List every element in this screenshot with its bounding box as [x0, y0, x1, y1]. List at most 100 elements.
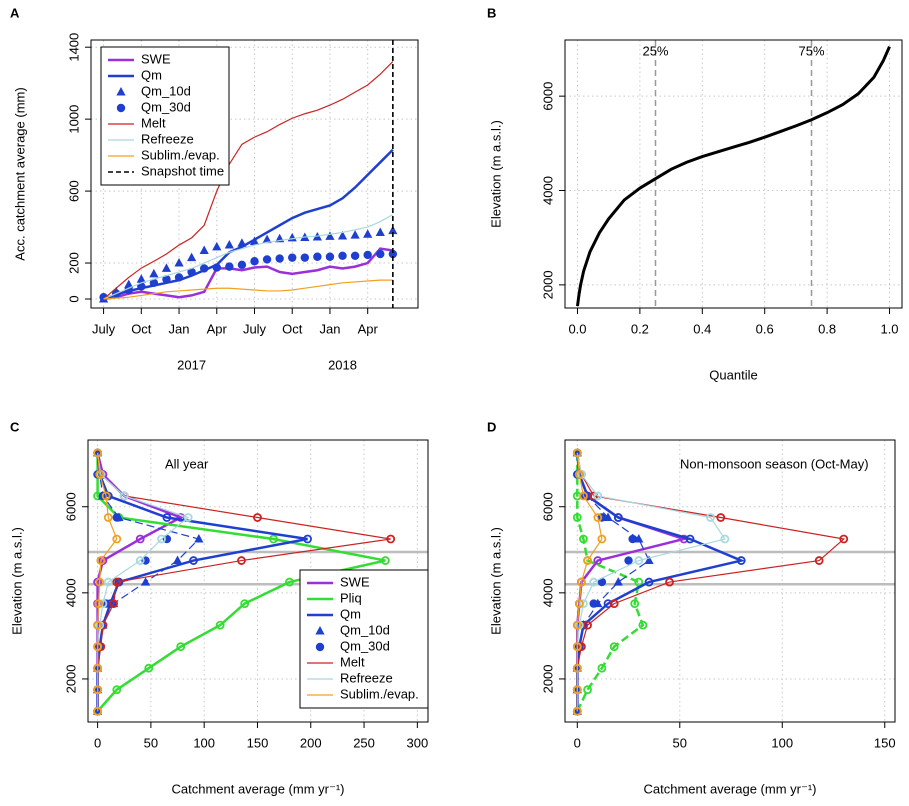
series-line: [103, 61, 394, 300]
circle-marker: [313, 252, 322, 261]
open-circle-marker: [101, 491, 111, 501]
series-line: [103, 213, 394, 300]
open-circle-marker: [144, 663, 154, 673]
y-axis-label: Elevation (m a.s.l.): [9, 527, 24, 635]
x-tick-label: 1.0: [880, 321, 898, 336]
open-circle-marker: [589, 577, 599, 587]
open-circle-marker: [162, 513, 172, 522]
open-circle-marker: [183, 513, 193, 522]
legend-label: Qm_30d: [340, 638, 390, 653]
triangle-marker: [224, 240, 234, 249]
plot-frame: [90, 39, 419, 309]
legend-label: Qm_10d: [141, 83, 191, 98]
legend-label: Refreeze: [141, 131, 194, 146]
x-tick-label: July: [92, 321, 116, 336]
open-circle-marker: [93, 685, 102, 695]
open-circle-marker: [572, 642, 582, 652]
triangle-marker: [174, 258, 184, 267]
open-circle-marker: [572, 706, 582, 716]
x-tick-label: 100: [771, 735, 793, 750]
open-circle-marker: [215, 620, 225, 630]
circle-marker: [376, 249, 385, 259]
triangle-marker: [375, 227, 385, 236]
y-tick-label: 200: [66, 252, 81, 274]
circle-marker: [597, 577, 607, 587]
triangle-marker: [287, 232, 297, 242]
triangle-marker: [337, 231, 348, 240]
open-circle-marker: [583, 620, 592, 630]
open-circle-marker: [269, 534, 278, 544]
legend-label: Qm: [141, 67, 162, 82]
quantile-label: 75%: [798, 43, 824, 58]
triangle-marker: [136, 274, 146, 283]
open-circle-marker: [814, 556, 824, 565]
y-tick-label: 600: [66, 180, 81, 202]
open-circle-marker: [135, 556, 145, 565]
circle-marker: [363, 250, 372, 260]
circle-marker: [225, 262, 234, 271]
open-circle-marker: [93, 620, 102, 630]
y-tick-label: 6000: [540, 82, 555, 111]
circle-marker: [250, 257, 259, 266]
x-tick-label: 50: [144, 735, 158, 750]
x-tick-label: 100: [193, 735, 215, 750]
triangle-marker: [315, 626, 325, 635]
open-circle-marker: [189, 556, 198, 565]
y-tick-label: 0: [66, 295, 81, 302]
x-axis-label: Catchment average (mm yr⁻¹): [171, 781, 344, 796]
open-circle-marker: [380, 556, 390, 565]
legend-label: Sublim./evap.: [141, 147, 220, 162]
open-circle-marker: [613, 513, 623, 522]
x-tick-label: 250: [353, 735, 375, 750]
open-circle-marker: [609, 642, 619, 652]
circle-marker: [199, 264, 209, 273]
open-circle-marker: [579, 491, 588, 501]
profile-line: [96, 452, 386, 713]
x-tick-label: 0: [94, 735, 101, 750]
circle-marker: [388, 249, 398, 259]
open-circle-marker: [736, 556, 746, 565]
triangle-marker: [262, 234, 272, 244]
x-year-label: 2017: [177, 357, 206, 372]
open-circle-marker: [644, 577, 654, 587]
x-tick-label: 300: [406, 735, 428, 750]
legend-label: Qm_10d: [340, 622, 390, 637]
triangle-marker: [249, 236, 260, 245]
open-circle-marker: [685, 534, 695, 544]
open-circle-marker: [93, 663, 102, 673]
open-circle-marker: [716, 513, 726, 522]
profile-line: [576, 452, 603, 712]
open-circle-marker: [93, 706, 102, 716]
y-tick-label: 4000: [540, 578, 555, 607]
circle-marker: [315, 642, 325, 652]
open-circle-marker: [665, 577, 674, 587]
open-circle-marker: [95, 577, 105, 587]
y-tick-label: 4000: [540, 176, 555, 205]
plot-frame: [564, 439, 896, 723]
open-circle-marker: [572, 663, 582, 673]
y-tick-label: 1400: [66, 33, 81, 62]
open-circle-marker: [103, 577, 113, 587]
open-circle-marker: [112, 577, 122, 587]
legend-label: Refreeze: [340, 670, 393, 685]
open-circle-marker: [572, 448, 582, 458]
x-axis-label: Quantile: [709, 367, 757, 382]
circle-marker: [237, 260, 247, 270]
x-tick-label: 0.0: [568, 321, 586, 336]
open-circle-marker: [572, 620, 582, 630]
legend-box: [299, 569, 429, 709]
legend-label: Pliq: [340, 590, 362, 605]
circle-marker: [300, 253, 310, 262]
triangle-marker: [644, 555, 654, 565]
triangle-marker: [237, 238, 247, 247]
circle-marker: [624, 556, 633, 565]
open-circle-marker: [119, 491, 129, 501]
open-circle-marker: [597, 663, 607, 673]
profile-line: [96, 452, 184, 712]
open-circle-marker: [593, 556, 603, 565]
x-tick-label: Oct: [282, 321, 303, 336]
circle-marker: [288, 253, 297, 262]
triangle-marker: [350, 230, 360, 239]
open-circle-marker: [634, 556, 644, 565]
x-tick-label: Jan: [319, 321, 340, 336]
